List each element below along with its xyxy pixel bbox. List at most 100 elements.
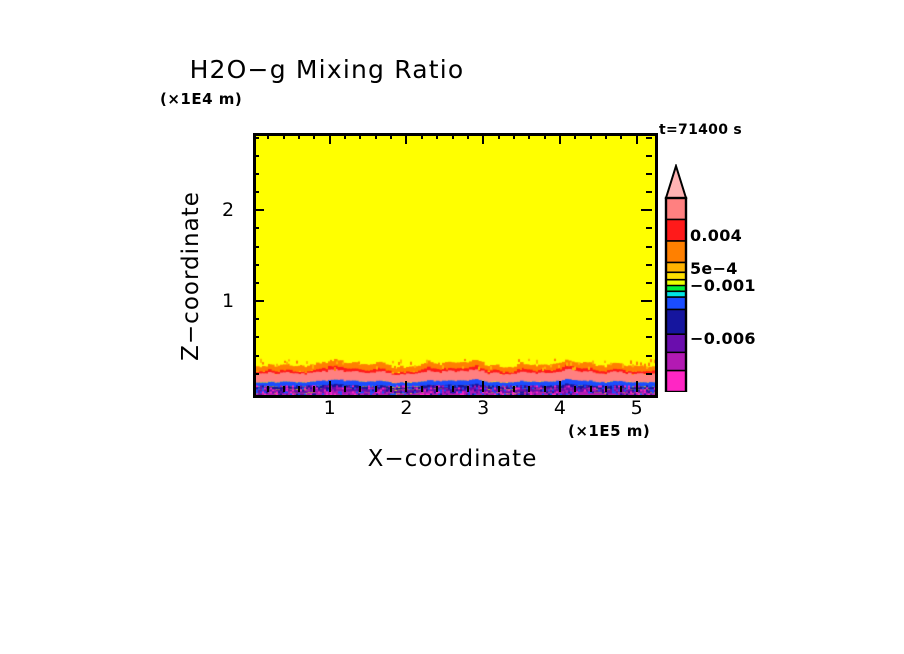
x-tick-top bbox=[313, 133, 316, 139]
x-tick-bottom bbox=[604, 386, 607, 392]
y-tick-left bbox=[253, 372, 259, 375]
colorbar-band bbox=[666, 240, 686, 263]
x-axis-unit-label: (×1E5 m) bbox=[568, 422, 651, 440]
colorbar-band bbox=[666, 291, 686, 298]
colorbar-band bbox=[666, 352, 686, 371]
colorbar-label: 5e−4 bbox=[690, 259, 738, 278]
x-tick-bottom bbox=[282, 386, 285, 392]
x-tick-top bbox=[589, 133, 592, 139]
page-title: H2O−g Mixing Ratio bbox=[0, 55, 904, 84]
x-tick-bottom bbox=[497, 386, 500, 392]
y-tick-right bbox=[646, 281, 652, 284]
x-tick-top bbox=[620, 133, 623, 139]
y-tick-left bbox=[253, 136, 259, 139]
x-tick-top bbox=[558, 133, 561, 144]
x-tick-bottom bbox=[620, 386, 623, 392]
x-tick-bottom bbox=[267, 386, 270, 392]
x-tick-bottom bbox=[436, 386, 439, 392]
x-tick-bottom bbox=[359, 386, 362, 392]
x-tick-bottom bbox=[558, 381, 561, 392]
y-tick-label: 1 bbox=[222, 290, 235, 313]
colorbar-band bbox=[666, 297, 686, 310]
x-tick-label: 3 bbox=[477, 397, 490, 419]
colorbar-label: 0.004 bbox=[690, 226, 743, 245]
plot-title-text: H2O−g Mixing Ratio bbox=[189, 55, 465, 84]
y-tick-left bbox=[253, 154, 259, 157]
x-tick-top bbox=[405, 133, 408, 144]
y-tick-right bbox=[646, 172, 652, 175]
colorbar-band bbox=[666, 198, 686, 220]
x-tick-bottom bbox=[298, 386, 301, 392]
x-tick-top bbox=[374, 133, 377, 139]
timestamp-annotation: t=71400 s bbox=[659, 122, 743, 138]
x-tick-bottom bbox=[344, 386, 347, 392]
y-axis-title: Z−coordinate bbox=[178, 191, 204, 361]
x-tick-top bbox=[497, 133, 500, 139]
y-tick-left bbox=[253, 263, 259, 266]
colorbar-band bbox=[666, 262, 686, 273]
colorbar-label: −0.001 bbox=[690, 276, 756, 295]
y-tick-left bbox=[253, 318, 259, 321]
y-tick-right bbox=[646, 354, 652, 357]
x-tick-top bbox=[574, 133, 577, 139]
x-axis-title: X−coordinate bbox=[367, 446, 538, 472]
y-tick-left bbox=[253, 281, 259, 284]
x-tick-top bbox=[344, 133, 347, 139]
heatmap-canvas bbox=[256, 136, 655, 395]
x-tick-bottom bbox=[420, 386, 423, 392]
colorbar-svg bbox=[664, 164, 688, 392]
x-tick-bottom bbox=[482, 381, 485, 392]
colorbar-band bbox=[666, 334, 686, 353]
colorbar-label: −0.006 bbox=[690, 329, 756, 348]
x-tick-top bbox=[528, 133, 531, 139]
x-tick-top bbox=[328, 133, 331, 144]
x-tick-top bbox=[635, 133, 638, 144]
x-tick-top bbox=[390, 133, 393, 139]
plot-area bbox=[253, 133, 658, 398]
x-tick-top bbox=[436, 133, 439, 139]
x-tick-bottom bbox=[528, 386, 531, 392]
y-tick-right bbox=[641, 209, 652, 212]
y-tick-right bbox=[646, 191, 652, 194]
colorbar-band bbox=[666, 219, 686, 242]
x-tick-top bbox=[466, 133, 469, 139]
y-tick-left bbox=[253, 336, 259, 339]
y-tick-label: 2 bbox=[222, 199, 235, 222]
colorbar-outline bbox=[664, 196, 688, 392]
x-tick-label: 5 bbox=[630, 397, 643, 419]
colorbar-band bbox=[666, 272, 686, 281]
x-tick-top bbox=[482, 133, 485, 144]
x-tick-bottom bbox=[374, 386, 377, 392]
x-tick-label: 4 bbox=[553, 397, 566, 419]
x-tick-top bbox=[451, 133, 454, 139]
x-tick-top bbox=[420, 133, 423, 139]
x-tick-top bbox=[543, 133, 546, 139]
x-tick-bottom bbox=[328, 381, 331, 392]
y-tick-right bbox=[646, 318, 652, 321]
y-tick-left bbox=[253, 245, 259, 248]
y-tick-right bbox=[646, 245, 652, 248]
y-axis-unit-label: (×1E4 m) bbox=[160, 90, 243, 108]
x-tick-label: 2 bbox=[400, 397, 413, 419]
y-tick-right bbox=[646, 227, 652, 230]
y-tick-left bbox=[253, 209, 264, 212]
x-tick-bottom bbox=[589, 386, 592, 392]
x-tick-bottom bbox=[466, 386, 469, 392]
colorbar-arrow-cap bbox=[664, 164, 688, 199]
x-tick-bottom bbox=[635, 381, 638, 392]
y-tick-left bbox=[253, 300, 264, 303]
x-tick-bottom bbox=[390, 386, 393, 392]
x-tick-bottom bbox=[313, 386, 316, 392]
x-tick-bottom bbox=[574, 386, 577, 392]
x-tick-bottom bbox=[512, 386, 515, 392]
x-tick-top bbox=[298, 133, 301, 139]
x-tick-bottom bbox=[405, 381, 408, 392]
x-tick-top bbox=[512, 133, 515, 139]
x-tick-top bbox=[282, 133, 285, 139]
colorbar bbox=[663, 164, 689, 392]
colorbar-band bbox=[666, 370, 686, 392]
y-tick-left bbox=[253, 227, 259, 230]
y-tick-right bbox=[646, 154, 652, 157]
y-tick-left bbox=[253, 354, 259, 357]
